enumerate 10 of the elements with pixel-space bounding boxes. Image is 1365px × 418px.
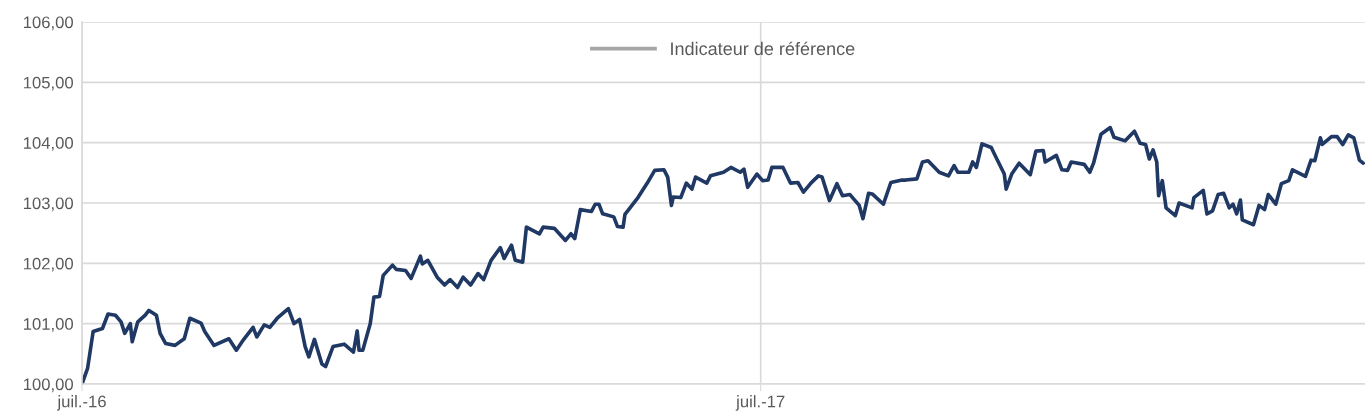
y-tick-label: 102,00: [23, 257, 74, 272]
x-tick-label: juil.-17: [735, 395, 785, 411]
y-tick-label: 106,00: [23, 16, 74, 31]
legend-label: Indicateur de référence: [671, 41, 855, 56]
y-tick-label: 100,00: [23, 378, 74, 393]
y-tick-label: 104,00: [23, 137, 74, 151]
y-tick-label: 101,00: [23, 318, 74, 332]
x-tick-label: juil.-16: [57, 395, 106, 411]
y-tick-label: 103,00: [23, 197, 74, 212]
y-tick-label: 105,00: [23, 76, 74, 91]
